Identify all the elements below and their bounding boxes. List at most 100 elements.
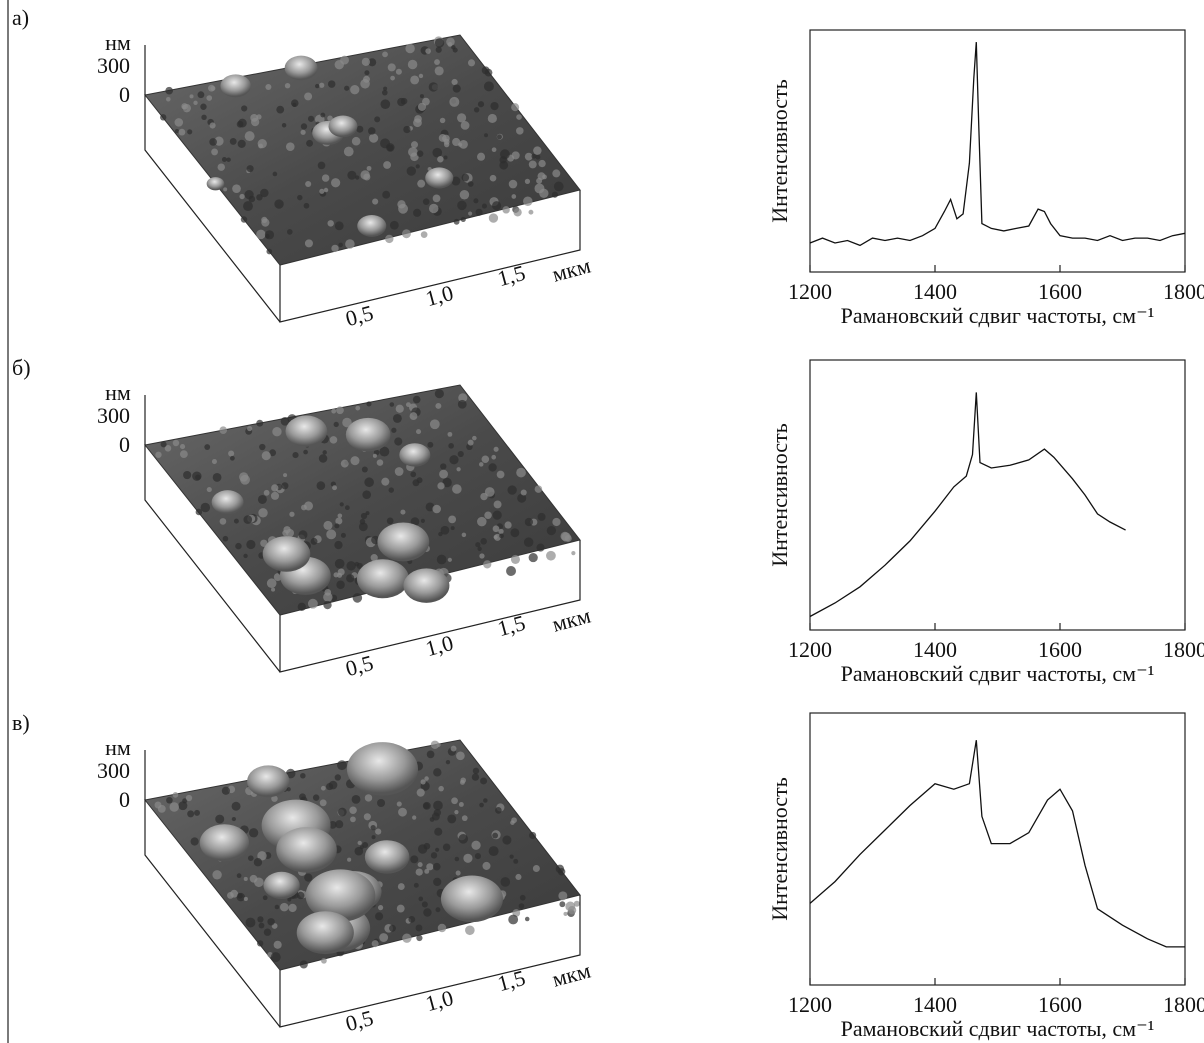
afm-grain [246,165,254,173]
afm-z-unit: нм [105,30,131,55]
afm-grain [347,857,352,862]
afm-axis [144,395,281,673]
afm-grain [452,84,461,93]
afm-grain [284,83,291,89]
afm-grain [529,831,537,840]
afm-grain [423,842,431,850]
afm-grain [380,99,391,110]
afm-grain [351,794,361,804]
afm-grain [440,463,447,470]
afm-grain [493,535,498,540]
afm-grain [406,166,416,176]
afm-grain [407,59,418,70]
afm-grain [395,404,404,413]
afm-grain [425,48,431,54]
afm-grain [172,439,180,447]
afm-grain [267,918,275,926]
afm-grain [174,129,180,134]
afm-bump [206,177,225,191]
afm-grain [457,399,467,409]
afm-grain [261,216,268,223]
afm-grain [498,528,504,535]
afm-grain [360,78,370,89]
afm-grain [437,923,447,933]
afm-grain [415,924,423,932]
afm-grain [346,574,355,583]
afm-grain [319,82,325,88]
afm-grain [442,477,452,488]
afm-grain [228,450,235,457]
afm-grain [510,554,520,564]
afm-grain [185,794,193,802]
afm-grain [488,213,499,223]
afm-grain [567,906,577,915]
afm-grain [453,218,460,225]
afm-grain [488,463,497,472]
spectrum-line [809,740,1185,948]
afm-grain [499,149,510,160]
afm-grain [375,912,384,921]
afm-grain [553,181,564,192]
afm-grain [456,113,467,123]
afm-grain [286,229,293,235]
afm-grain [211,459,217,465]
afm-grain [337,568,345,576]
afm-grain [307,598,318,609]
afm-grain [422,801,431,810]
afm-grain [450,526,455,531]
afm-grain [266,578,277,589]
afm-grain [316,481,326,490]
x-tick-label: 1800 [1163,637,1204,662]
afm-grain [420,231,428,238]
afm-grain [189,94,194,99]
afm-grain [432,147,443,158]
afm-grain [233,518,239,524]
afm-grain [211,148,218,156]
afm-grain [178,128,186,136]
afm-grain [405,43,415,54]
afm-grain [206,487,212,493]
afm-grain [504,521,512,529]
afm-grain [515,873,522,881]
afm-grain [412,395,421,404]
afm-grain [493,500,502,509]
x-axis-label: Рамановский сдвиг частоты, см⁻¹ [841,303,1155,328]
afm-grain [259,443,266,451]
afm-grain [334,558,345,569]
afm-grain [472,435,477,441]
afm-grain [484,133,489,138]
afm-grain [288,903,297,913]
afm-grain [487,113,497,124]
afm-grain [460,121,470,130]
afm-grain [209,122,216,129]
afm-grain [331,244,339,253]
x-tick-label: 1200 [788,279,832,304]
afm-grain [271,795,278,802]
afm-grain [508,179,518,189]
afm-grain [563,911,568,916]
afm-grain [248,828,259,838]
afm-grain [383,161,392,169]
afm-grain [382,51,388,58]
afm-grain [412,815,417,820]
afm-grain [454,856,460,862]
afm-grain [386,517,394,525]
afm-grain [449,96,460,107]
afm-grain [269,449,277,457]
afm-grain [361,57,371,66]
afm-grain [546,525,557,536]
afm-grain [559,901,566,908]
afm-grain [447,814,457,824]
afm-grain [297,602,306,611]
afm-grain [546,550,556,561]
afm-grain [389,924,396,932]
afm-grain [337,513,343,519]
afm-grain [448,515,457,524]
afm-grain [334,59,344,70]
afm-grain [303,501,314,511]
afm-grain [315,83,320,89]
afm-grain [226,157,231,162]
afm-grain [434,827,443,836]
afm-grain [440,525,450,535]
